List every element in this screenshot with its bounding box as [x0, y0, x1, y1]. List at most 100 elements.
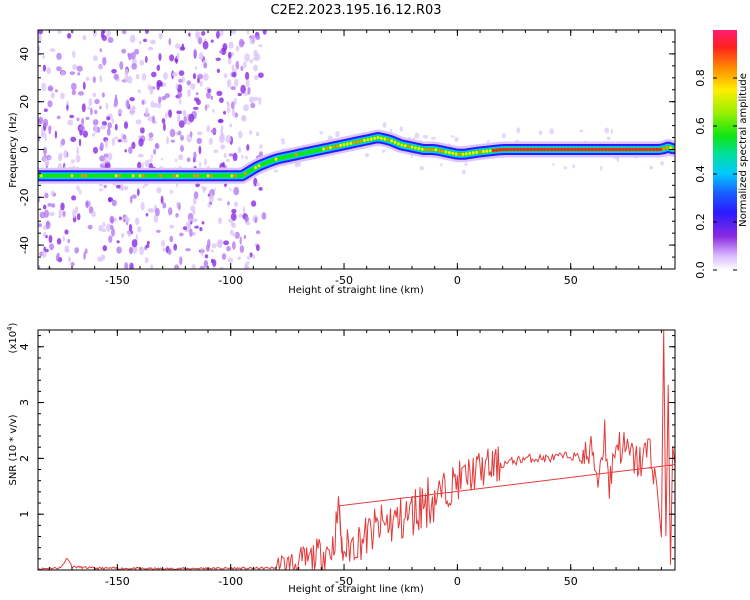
- noise-blob: [240, 65, 244, 71]
- ridge-peak: [644, 147, 649, 152]
- spectrogram-axes: -150 -100 -50 0 50 -40 -20 0 20 40: [18, 29, 675, 287]
- ridge-peak: [424, 147, 427, 152]
- snr-frame: [37, 329, 676, 571]
- noise-blob: [61, 70, 65, 76]
- noise-blob: [105, 160, 110, 163]
- noise-blob: [134, 48, 140, 55]
- noise-blob: [136, 188, 140, 196]
- noise-blob: [234, 97, 237, 105]
- noise-blob: [258, 72, 264, 78]
- noise-blob: [254, 75, 259, 81]
- noise-blob: [56, 66, 62, 72]
- noise-blob: [204, 104, 208, 111]
- noise-blob: [232, 241, 236, 250]
- noise-blob: [204, 254, 209, 259]
- ridge-peak: [233, 174, 237, 178]
- noise-blob: [174, 158, 178, 163]
- noise-blob: [151, 71, 157, 78]
- noise-blob: [48, 125, 52, 135]
- noise-blob: [232, 233, 237, 237]
- noise-blob: [516, 127, 521, 134]
- noise-blob: [414, 132, 420, 139]
- noise-blob: [185, 248, 191, 252]
- noise-blob: [215, 57, 221, 61]
- noise-blob: [230, 30, 236, 35]
- noise-blob: [101, 35, 107, 41]
- noise-blob: [156, 187, 162, 194]
- noise-blob: [135, 119, 142, 125]
- noise-blob: [111, 227, 115, 237]
- noise-blob: [213, 187, 216, 191]
- noise-blob: [169, 189, 174, 194]
- noise-blob: [43, 118, 49, 128]
- noise-blob: [153, 102, 159, 108]
- x-tick-label: -150: [105, 274, 130, 287]
- noise-blob: [76, 213, 81, 221]
- noise-blob: [71, 195, 77, 201]
- snr-x-tick-label: 0: [454, 575, 461, 588]
- noise-blob: [131, 245, 138, 254]
- noise-blob: [464, 162, 468, 167]
- ridge-peak: [539, 147, 544, 152]
- noise-blob: [233, 186, 240, 196]
- noise-blob: [188, 113, 195, 123]
- noise-blob: [423, 134, 428, 139]
- noise-blob: [148, 137, 154, 141]
- noise-blob: [153, 148, 157, 155]
- noise-blob: [137, 226, 142, 233]
- noise-blob: [109, 215, 115, 224]
- ridge-peak: [431, 147, 434, 152]
- noise-blob: [231, 208, 237, 214]
- noise-blob: [67, 32, 72, 39]
- ridge-peak: [359, 139, 363, 143]
- noise-blob: [119, 61, 124, 70]
- ridge-peak: [386, 138, 390, 142]
- noise-blob: [50, 92, 55, 99]
- noise-blob: [138, 153, 144, 158]
- noise-blob: [245, 79, 250, 88]
- noise-blob: [130, 52, 136, 60]
- noise-blob: [216, 90, 223, 97]
- noise-blob: [105, 139, 108, 149]
- noise-blob: [176, 201, 179, 208]
- ridge-peak: [495, 148, 499, 152]
- ridge-peak: [441, 149, 444, 153]
- noise-blob: [99, 142, 104, 151]
- noise-blob: [47, 85, 54, 92]
- noise-blob: [44, 162, 50, 166]
- noise-blob: [253, 64, 258, 72]
- noise-blob: [78, 138, 82, 147]
- noise-blob: [162, 82, 167, 87]
- noise-blob: [124, 149, 127, 153]
- y-tick-label: -40: [18, 236, 31, 254]
- colorbar-gradient: [713, 30, 737, 270]
- ridge-peak: [437, 148, 441, 153]
- ridge-peak: [230, 174, 234, 178]
- ridge-peak: [397, 142, 400, 146]
- noise-blob: [185, 121, 192, 125]
- noise-blob: [47, 203, 52, 207]
- noise-blob: [123, 121, 129, 129]
- noise-blob: [200, 247, 204, 256]
- noise-blob: [107, 37, 114, 43]
- ridge-peak: [196, 174, 200, 178]
- snr-y-scale-exponent: 4: [6, 326, 14, 331]
- noise-blob: [197, 36, 203, 45]
- noise-blob: [138, 138, 144, 147]
- noise-blob: [431, 136, 436, 140]
- noise-blob: [212, 266, 216, 269]
- noise-blob: [364, 153, 370, 158]
- noise-blob: [145, 213, 149, 217]
- ridge-peak: [610, 147, 615, 152]
- noise-blob: [227, 257, 234, 264]
- noise-blob: [42, 156, 47, 162]
- noise-blob: [93, 55, 98, 62]
- noise-blob: [198, 52, 204, 61]
- noise-blob: [107, 152, 113, 161]
- noise-blob: [241, 114, 247, 122]
- noise-blob: [239, 236, 242, 245]
- noise-blob: [241, 154, 244, 160]
- noise-blob: [45, 248, 49, 253]
- noise-blob: [70, 30, 75, 35]
